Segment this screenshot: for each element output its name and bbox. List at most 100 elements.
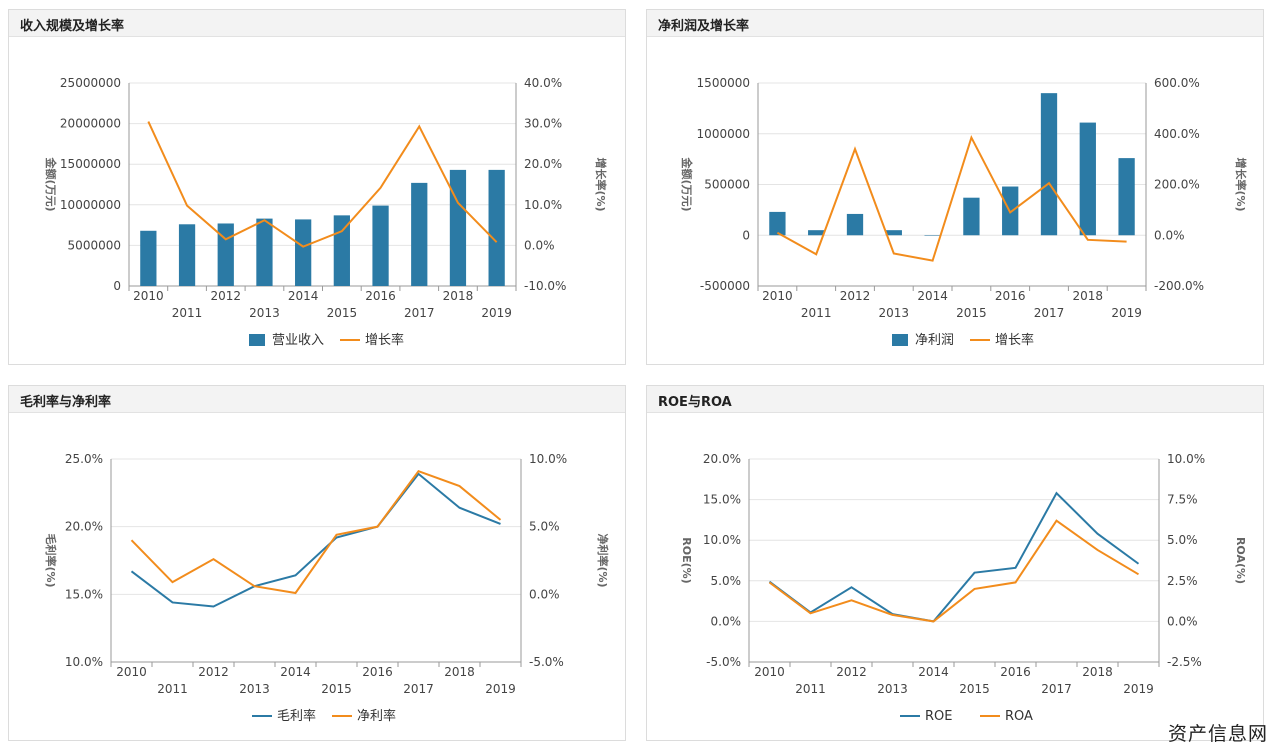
y2-tick-label: 30.0%: [524, 117, 562, 131]
x-tick-label: 2019: [1111, 306, 1142, 320]
bar: [217, 223, 234, 286]
x-tick-label: 2014: [918, 665, 949, 679]
x-tick-label: 2010: [133, 289, 164, 303]
panel-title: 收入规模及增长率: [9, 10, 625, 37]
x-tick-label: 2011: [157, 682, 188, 696]
x-tick-label: 2019: [1123, 682, 1154, 696]
y-axis-title: 金额(万元): [680, 156, 694, 211]
legend-label: 净利率: [357, 708, 396, 724]
x-tick-label: 2014: [917, 289, 948, 303]
y-tick-label: 20.0%: [65, 520, 103, 534]
x-tick-label: 2014: [280, 665, 311, 679]
x-tick-label: 2011: [801, 306, 832, 320]
bar: [1118, 158, 1135, 236]
legend-label: 增长率: [995, 332, 1034, 348]
bar: [924, 235, 941, 236]
x-tick-label: 2019: [481, 306, 512, 320]
y-tick-label: 10.0%: [65, 655, 103, 669]
y2-tick-label: 10.0%: [524, 198, 562, 212]
y-tick-label: 5.0%: [711, 574, 742, 588]
y-tick-label: 15.0%: [703, 493, 741, 507]
y2-tick-label: 2.5%: [1167, 574, 1198, 588]
y2-tick-label: 0.0%: [529, 587, 560, 601]
series-line: [130, 469, 502, 595]
x-tick-label: 2018: [1073, 289, 1104, 303]
y2-tick-label: 40.0%: [524, 76, 562, 90]
x-tick-label: 2012: [840, 289, 871, 303]
legend-label: 增长率: [365, 332, 404, 348]
y2-tick-label: -200.0%: [1154, 279, 1204, 293]
y2-tick-label: 5.0%: [1167, 533, 1198, 547]
y2-tick-label: 7.5%: [1167, 493, 1198, 507]
y-axis-title: ROE(%): [680, 537, 693, 583]
y2-axis-title: ROA(%): [1234, 537, 1247, 584]
y2-tick-label: 5.0%: [529, 520, 560, 534]
y-axis-title: 毛利率(%): [44, 533, 58, 587]
x-tick-label: 2015: [959, 682, 990, 696]
series-line: [147, 121, 498, 248]
bar: [963, 197, 980, 236]
y2-tick-label: 600.0%: [1154, 76, 1200, 90]
x-tick-label: 2013: [877, 682, 908, 696]
revenue-chart: 0 5000000 10000000 15000000 20000000 25000000…: [44, 76, 608, 348]
y2-tick-label: 200.0%: [1154, 178, 1200, 192]
bar: [1079, 122, 1096, 236]
y-axis-title: 金额(万元): [44, 156, 58, 211]
y-tick-label: 10.0%: [703, 533, 741, 547]
bar: [885, 230, 902, 236]
series-line: [768, 491, 1140, 623]
y2-tick-label: -10.0%: [524, 279, 566, 293]
x-tick-label: 2014: [288, 289, 319, 303]
legend-label: ROE: [925, 709, 952, 724]
bar: [808, 230, 825, 236]
x-tick-label: 2015: [956, 306, 987, 320]
y-tick-label: 0: [113, 279, 121, 293]
x-tick-label: 2019: [485, 682, 516, 696]
x-tick-label: 2013: [239, 682, 270, 696]
x-tick-label: 2016: [995, 289, 1026, 303]
bar: [449, 169, 467, 286]
legend-label: ROA: [1005, 709, 1033, 724]
legend-label: 净利润: [915, 333, 954, 348]
x-tick-label: 2015: [321, 682, 352, 696]
net-profit-chart-panel: 净利润及增长率 -500000 0 500000 1000000 1500000 -200…: [646, 9, 1264, 365]
bar: [178, 224, 196, 286]
y2-tick-label: 0.0%: [524, 238, 555, 252]
bar: [488, 169, 505, 286]
bar: [411, 182, 428, 286]
revenue-chart-panel: 收入规模及增长率 0 5000000 10000000 15000000 2000000…: [8, 9, 626, 365]
bar: [140, 230, 157, 286]
y-tick-label: 0.0%: [711, 614, 742, 628]
panel-title: ROE与ROA: [647, 386, 1263, 413]
y2-tick-label: 10.0%: [529, 452, 567, 466]
y-tick-label: 500000: [704, 178, 750, 192]
legend-swatch: [249, 334, 265, 346]
x-tick-label: 2012: [836, 665, 867, 679]
y-tick-label: 1000000: [697, 127, 750, 141]
legend-swatch: [892, 334, 908, 346]
panel-title: 毛利率与净利率: [9, 386, 625, 413]
x-tick-label: 2011: [795, 682, 826, 696]
y-tick-label: 20.0%: [703, 452, 741, 466]
y-tick-label: 5000000: [68, 238, 121, 252]
x-tick-label: 2016: [1000, 665, 1031, 679]
bar: [1040, 93, 1058, 236]
y-tick-label: -5.0%: [706, 655, 741, 669]
y2-tick-label: -5.0%: [529, 655, 564, 669]
y-tick-label: 15.0%: [65, 587, 103, 601]
x-tick-label: 2018: [1082, 665, 1113, 679]
y2-tick-label: 0.0%: [1154, 228, 1185, 242]
y-tick-label: -500000: [700, 279, 750, 293]
bar: [256, 218, 273, 286]
y2-axis-title: 净利率(%): [596, 533, 610, 587]
roe-roa-chart: -5.0% 0.0% 5.0% 10.0% 15.0% 20.0% -2.5% 0.0% 2.5…: [680, 452, 1247, 724]
y2-axis-title: 增长率(%): [1234, 157, 1248, 211]
x-tick-label: 2011: [172, 306, 203, 320]
x-tick-label: 2012: [210, 289, 241, 303]
panel-title: 净利润及增长率: [647, 10, 1263, 37]
margin-chart: 10.0% 15.0% 20.0% 25.0% -5.0% 0.0% 5.0% 10.0% 20…: [44, 452, 610, 724]
x-tick-label: 2012: [198, 665, 229, 679]
bar: [846, 213, 864, 236]
bar: [295, 219, 312, 286]
x-tick-label: 2017: [404, 306, 435, 320]
